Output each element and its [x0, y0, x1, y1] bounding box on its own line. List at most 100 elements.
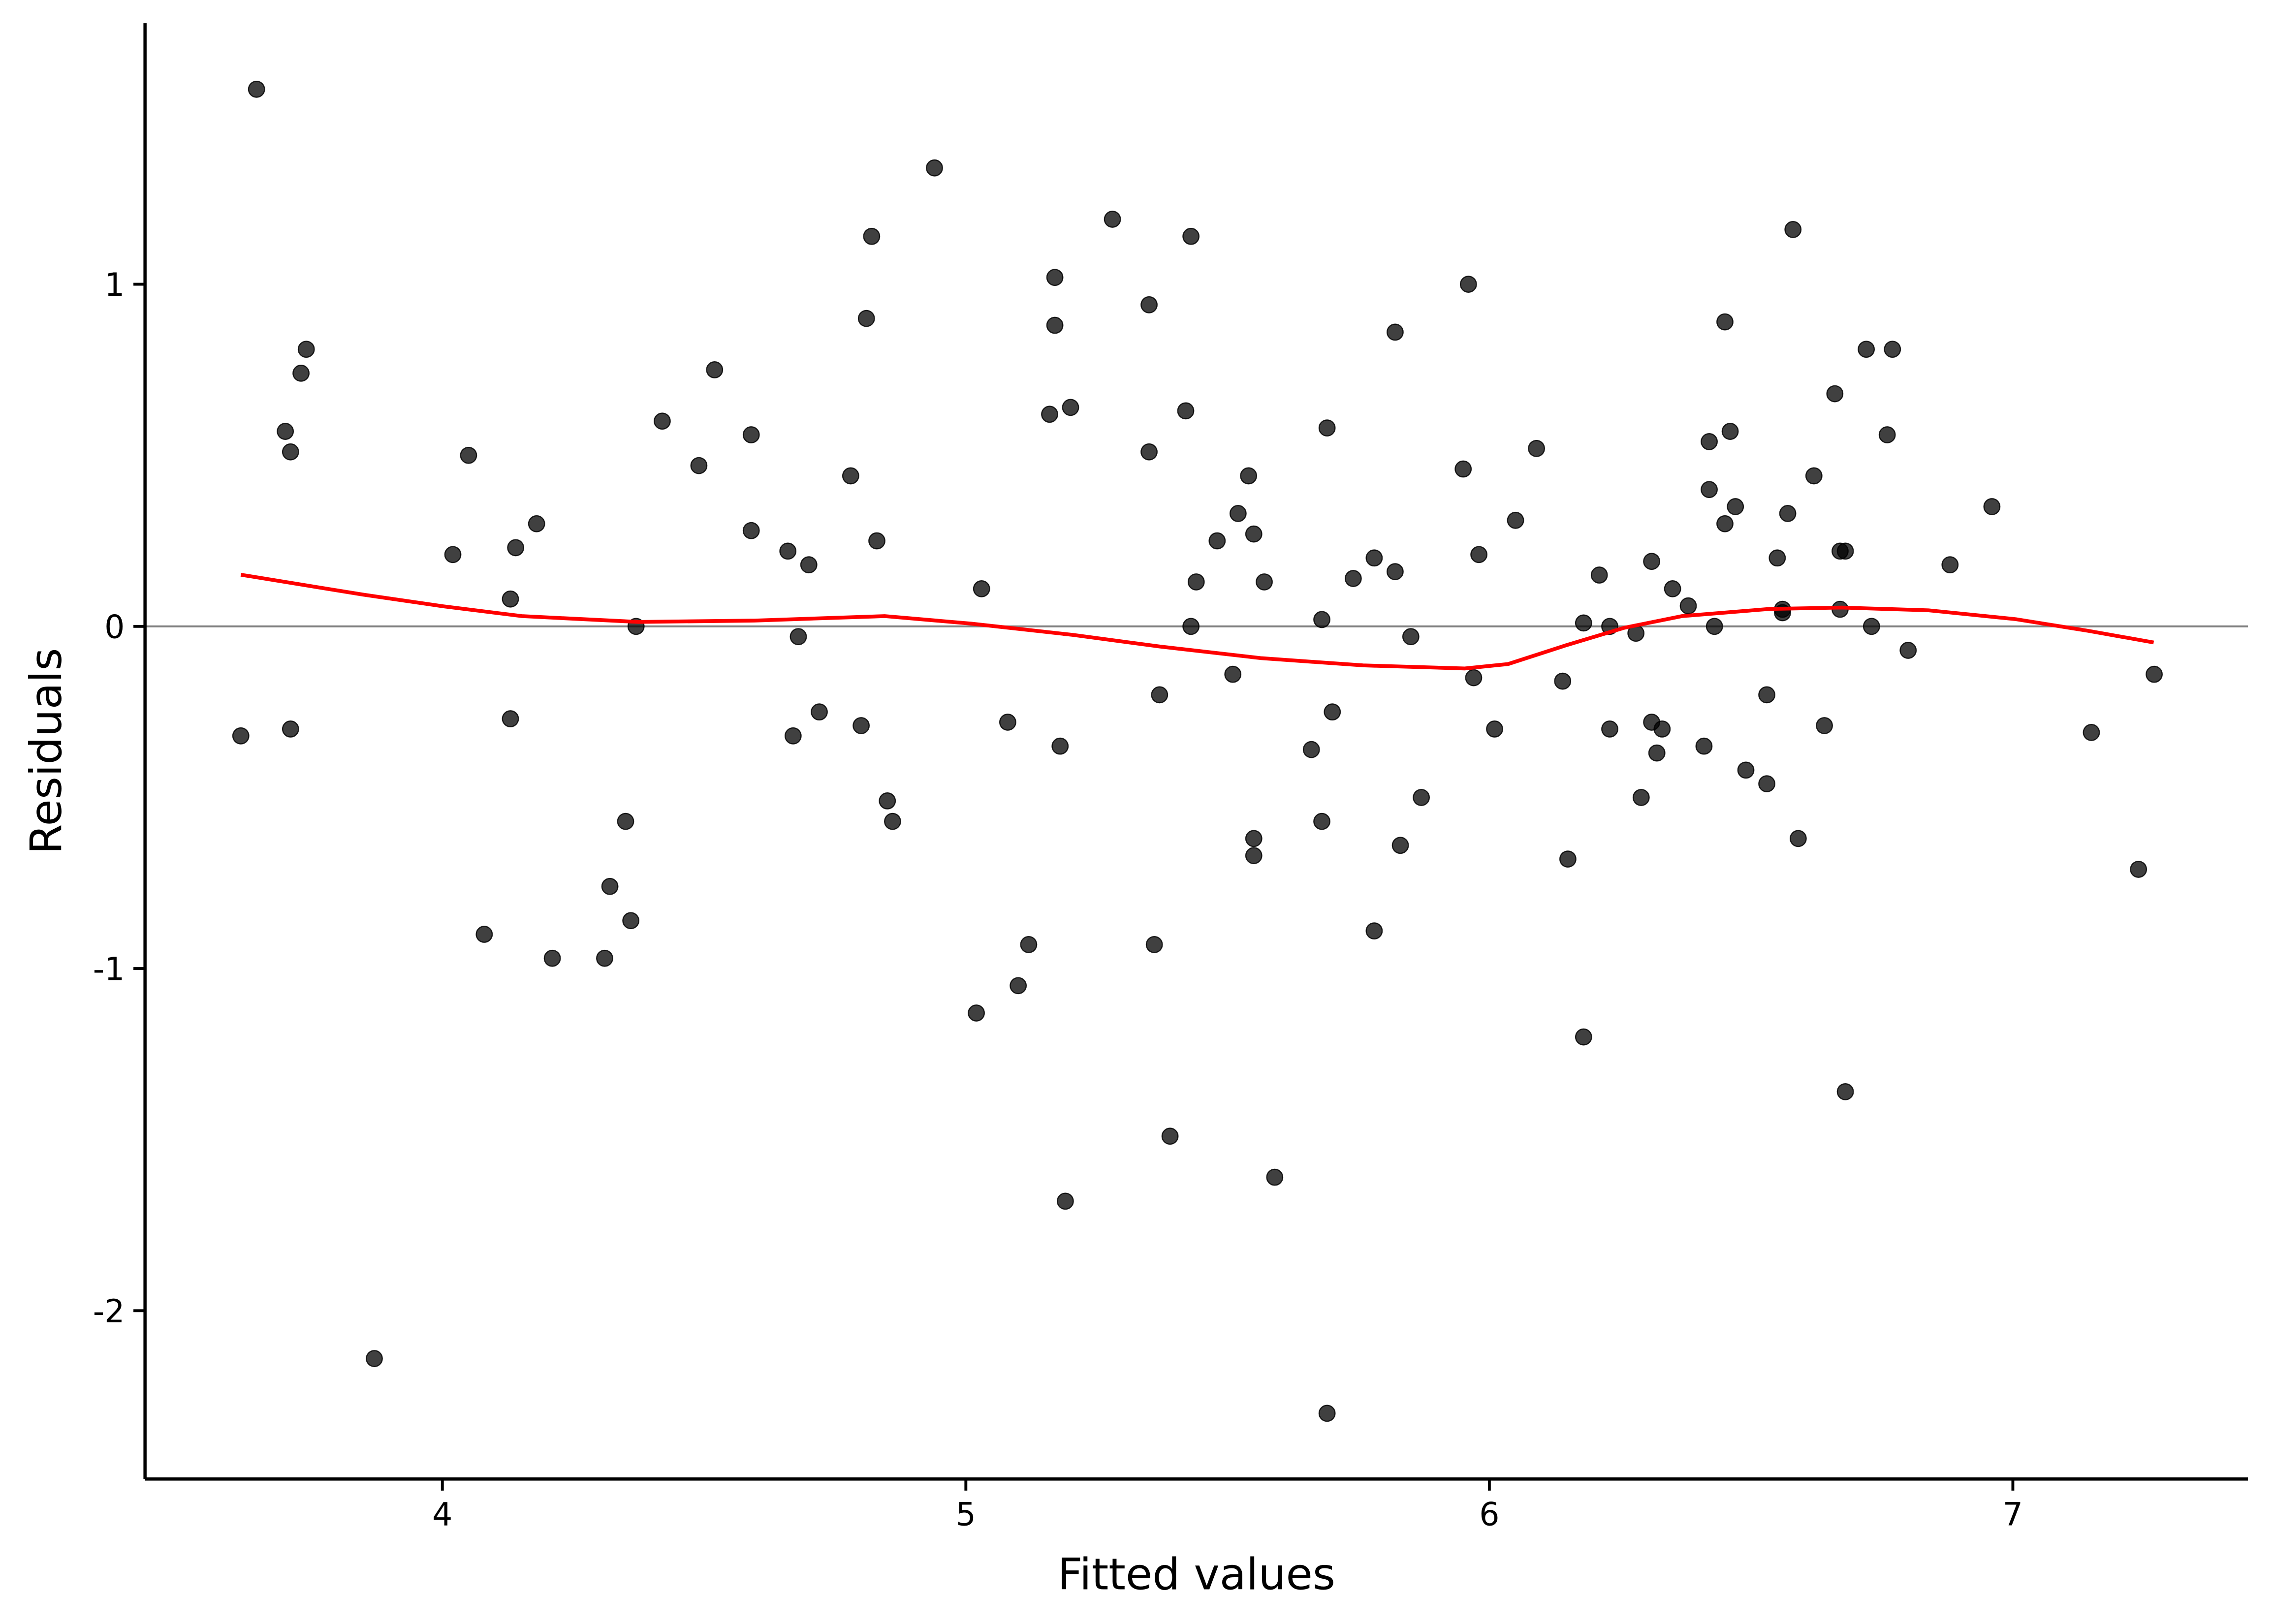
point: [502, 710, 519, 727]
point: [1182, 227, 1200, 245]
point: [1387, 563, 1404, 580]
point: [507, 539, 525, 557]
point: [1256, 573, 1273, 591]
point: [1941, 556, 1959, 574]
point: [1701, 433, 1718, 450]
point: [1470, 546, 1487, 563]
point: [1758, 775, 1775, 793]
point: [779, 542, 797, 560]
point: [1758, 686, 1775, 704]
point: [1302, 741, 1320, 758]
point: [1010, 977, 1027, 995]
y-axis-title: Residuals: [21, 648, 71, 854]
point: [1836, 542, 1854, 560]
point: [654, 412, 671, 430]
point: [1245, 830, 1263, 847]
point: [1486, 720, 1503, 738]
point: [601, 877, 619, 895]
point: [460, 446, 477, 464]
point: [2083, 723, 2100, 741]
point: [297, 341, 315, 358]
point: [1737, 761, 1755, 779]
point: [1318, 1405, 1336, 1422]
point: [868, 532, 885, 550]
point: [1575, 614, 1592, 632]
point: [1324, 703, 1341, 721]
point: [1601, 720, 1618, 738]
point: [1020, 936, 1038, 953]
point: [277, 423, 294, 440]
point: [1679, 597, 1697, 615]
point: [2130, 861, 2148, 878]
point: [1648, 744, 1666, 762]
x-tick-label: 6: [1479, 1497, 1499, 1533]
point: [1454, 460, 1472, 478]
point: [1878, 426, 1896, 443]
point: [1805, 467, 1823, 485]
point: [1695, 737, 1713, 755]
point: [1716, 515, 1734, 532]
point: [2146, 665, 2163, 683]
point: [543, 949, 561, 967]
point: [857, 310, 875, 327]
point: [1826, 385, 1844, 403]
point: [1140, 443, 1158, 461]
point: [1716, 313, 1734, 331]
point: [1245, 847, 1263, 865]
point: [475, 926, 493, 943]
point: [1151, 686, 1169, 704]
point: [1816, 717, 1833, 734]
point: [1899, 642, 1917, 659]
point: [1046, 269, 1064, 286]
point: [968, 1004, 985, 1022]
point: [248, 80, 265, 98]
point: [1664, 580, 1681, 597]
point: [1313, 611, 1330, 628]
point: [790, 628, 807, 646]
point: [1590, 566, 1608, 584]
point: [1559, 850, 1577, 868]
point: [366, 1350, 383, 1368]
point: [528, 515, 545, 532]
point: [1528, 439, 1545, 457]
point: [1554, 672, 1572, 690]
point: [1727, 498, 1744, 515]
x-tick-label: 5: [956, 1497, 976, 1533]
point: [1145, 936, 1163, 953]
x-tick-label: 7: [2003, 1497, 2023, 1533]
point: [1884, 341, 1901, 358]
point: [706, 361, 724, 378]
point: [1062, 399, 1079, 416]
point: [1643, 553, 1660, 570]
point: [1413, 789, 1430, 806]
point: [1391, 837, 1409, 854]
point: [1863, 618, 1880, 635]
point: [1459, 276, 1477, 293]
point: [1177, 402, 1195, 420]
point: [926, 159, 943, 177]
point: [1836, 1083, 1854, 1100]
smooth-line: [240, 573, 2154, 671]
point: [999, 714, 1016, 731]
point: [690, 457, 708, 474]
point: [502, 590, 519, 608]
point: [973, 580, 990, 597]
point: [232, 727, 250, 745]
point: [596, 949, 613, 967]
point: [444, 546, 462, 563]
point: [853, 717, 870, 734]
point: [617, 812, 634, 830]
point: [622, 912, 640, 930]
point: [1507, 511, 1524, 529]
point: [1983, 498, 2001, 515]
point: [282, 443, 299, 461]
point: [1224, 665, 1242, 683]
point: [1313, 812, 1330, 830]
point: [292, 364, 310, 382]
point: [863, 227, 881, 245]
point: [1266, 1168, 1284, 1186]
point: [1041, 406, 1058, 423]
point: [1721, 423, 1739, 440]
point: [1653, 720, 1671, 738]
